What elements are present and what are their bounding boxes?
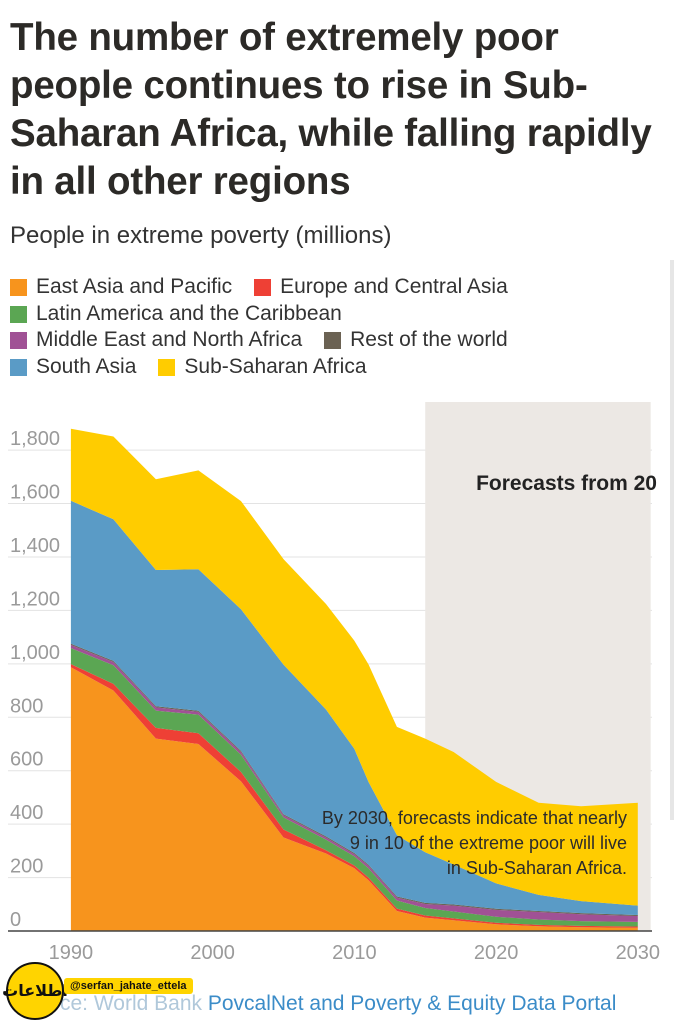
legend-label: Europe and Central Asia — [280, 275, 508, 298]
y-tick-label: 600 — [10, 749, 43, 771]
y-tick-label: 1,800 — [10, 428, 60, 450]
chart-title: The number of extremely poor people cont… — [10, 16, 652, 203]
x-tick-label: 2020 — [474, 942, 519, 964]
legend-label: East Asia and Pacific — [36, 275, 233, 298]
legend-label: Middle East and North Africa — [36, 328, 303, 352]
scrollbar-track[interactable] — [670, 260, 674, 820]
forecast-label: Forecasts from 20 — [476, 472, 657, 495]
stacked-area-chart: 0 200 400 600 800 1,000 1,200 1,400 1,600 1,800 19… — [8, 402, 660, 964]
watermark: اطلاعات @serfan_jahate_ettela — [2, 962, 206, 1022]
logo-text: اطلاعات — [2, 983, 68, 1000]
legend: East Asia and Pacific Europe and Central… — [10, 274, 660, 381]
legend-item-south-asia: South Asia — [10, 354, 136, 381]
y-tick-label: 200 — [10, 856, 43, 878]
chart-subtitle: People in extreme poverty (millions) — [10, 222, 392, 249]
y-tick-label: 0 — [10, 909, 21, 931]
y-tick-label: 1,600 — [10, 482, 60, 504]
legend-item-latin-america: Latin America and the Caribbean — [10, 301, 342, 328]
source-note: ce: World Bank PovcalNet and Poverty & E… — [60, 992, 616, 1016]
legend-label: Rest of the world — [350, 328, 508, 352]
y-tick-label: 1,000 — [10, 642, 60, 664]
annotation-line-3: in Sub-Saharan Africa. — [447, 858, 627, 878]
channel-handle: @serfan_jahate_ettela — [64, 978, 193, 994]
source-text: PovcalNet and Poverty & Equity Data Port… — [207, 992, 617, 1015]
area-south-asia — [70, 500, 638, 915]
source-prefix: ce: World Bank — [60, 992, 203, 1015]
area-sub-saharan-africa — [70, 428, 638, 906]
x-tick-label: 2030 — [616, 942, 661, 964]
axes: 0 200 400 600 800 1,000 1,200 1,400 1,600 1,800 19… — [8, 428, 660, 964]
legend-swatch — [158, 358, 176, 376]
x-tick-label: 1990 — [49, 942, 94, 964]
legend-swatch — [10, 278, 27, 296]
area-east-asia-and-pacific — [70, 667, 638, 931]
legend-swatch — [324, 332, 342, 350]
legend-swatch — [10, 332, 27, 350]
legend-swatch — [254, 278, 272, 296]
legend-item-east-asia: East Asia and Pacific — [10, 274, 232, 301]
legend-item-middle-east: Middle East and North Africa — [10, 327, 302, 354]
y-tick-label: 1,200 — [10, 588, 60, 610]
annotation-line-1: By 2030, forecasts indicate that nearly — [322, 808, 627, 828]
x-tick-label: 2010 — [332, 942, 377, 964]
legend-label: South Asia — [36, 355, 137, 379]
y-tick-label: 400 — [10, 802, 43, 824]
annotation-line-2: 9 in 10 of the extreme poor will live — [350, 833, 627, 853]
legend-swatch — [10, 358, 27, 376]
legend-swatch — [10, 305, 27, 323]
x-tick-label: 2000 — [190, 942, 235, 964]
legend-label: Sub-Saharan Africa — [184, 355, 367, 379]
legend-item-sub-saharan: Sub-Saharan Africa — [158, 354, 367, 381]
legend-label: Latin America and the Caribbean — [36, 301, 342, 325]
legend-item-rest-of-world: Rest of the world — [324, 327, 508, 354]
y-tick-label: 800 — [10, 695, 43, 717]
channel-logo: اطلاعات — [2, 962, 68, 1020]
legend-item-europe: Europe and Central Asia — [254, 274, 508, 301]
area-series — [70, 428, 638, 931]
y-tick-label: 1,400 — [10, 535, 60, 557]
